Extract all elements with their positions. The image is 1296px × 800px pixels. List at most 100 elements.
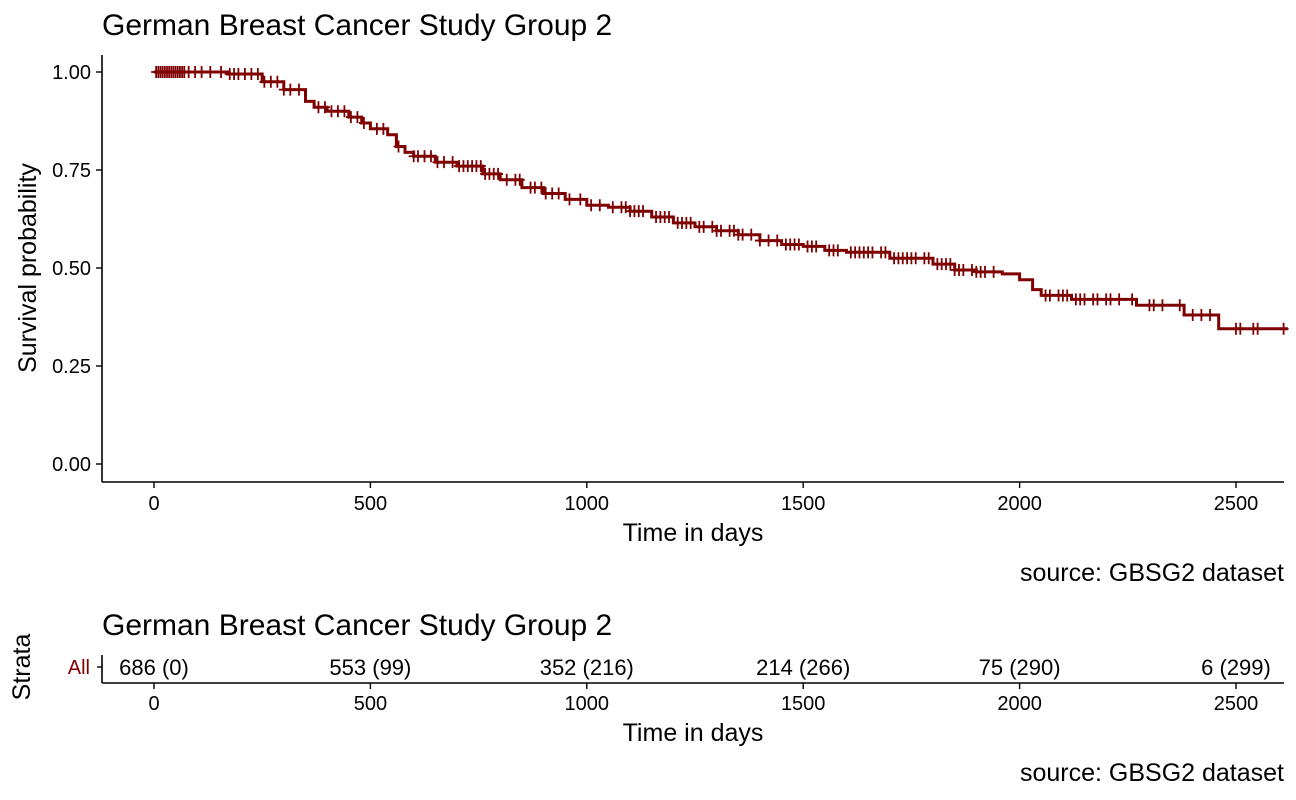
censor-mark	[564, 193, 575, 206]
censor-mark	[945, 258, 956, 271]
y-tick-label: 0.00	[52, 454, 91, 476]
y-axis-title: Survival probability	[14, 163, 42, 373]
censor-mark	[319, 101, 330, 114]
censor-mark	[1235, 322, 1246, 335]
survival-plot-caption: source: GBSG2 dataset	[1020, 559, 1284, 587]
y-tick-label: 0.50	[52, 258, 91, 280]
censor-mark	[378, 122, 389, 135]
censor-mark	[923, 252, 934, 265]
risk-table-cell: 6 (299)	[1201, 655, 1271, 680]
risk-table-y-axis-title: Strata	[8, 634, 36, 701]
censor-mark	[1114, 293, 1125, 306]
censor-mark	[1092, 293, 1103, 306]
x-axis-title: Time in days	[623, 519, 764, 547]
censor-mark	[1062, 289, 1073, 302]
censor-mark	[425, 150, 436, 163]
survival-plot-title: German Breast Cancer Study Group 2	[102, 9, 612, 42]
censor-mark	[272, 75, 283, 88]
censor-mark	[607, 201, 618, 214]
censor-marks-group	[151, 66, 1289, 335]
y-tick-label: 0.25	[52, 356, 91, 378]
risk-table-cell: 75 (290)	[979, 655, 1061, 680]
censor-mark	[358, 116, 369, 129]
risk-x-tick-label: 1000	[565, 693, 610, 715]
censor-mark	[514, 173, 525, 186]
censor-mark	[746, 228, 757, 241]
risk-table-x-axis-title: Time in days	[623, 719, 764, 747]
censor-mark	[715, 224, 726, 237]
censor-mark	[958, 263, 969, 276]
censor-mark	[698, 220, 709, 233]
censor-mark	[1044, 289, 1055, 302]
censor-mark	[352, 111, 363, 124]
risk-table-title: German Breast Cancer Study Group 2	[102, 609, 612, 642]
risk-x-tick-label: 2500	[1214, 693, 1259, 715]
risk-x-tick-label: 2000	[997, 693, 1042, 715]
x-tick-label: 2000	[997, 493, 1042, 515]
x-tick-label: 0	[148, 493, 159, 515]
censor-mark	[536, 181, 547, 194]
censor-mark	[1278, 322, 1289, 335]
risk-table-x-axis-ticks: 0 500 1000 1500 2000 2500	[148, 683, 1258, 715]
censor-mark	[575, 193, 586, 206]
censor-mark	[501, 173, 512, 186]
censor-mark	[594, 199, 605, 212]
risk-x-tick-label: 0	[148, 693, 159, 715]
x-axis-ticks: 0 500 1000 1500 2000 2500	[148, 482, 1258, 515]
risk-x-tick-label: 500	[354, 693, 387, 715]
censor-mark	[1105, 293, 1116, 306]
survival-plot-panel: German Breast Cancer Study Group 2 0.000…	[14, 9, 1289, 587]
strata-label-all: All	[68, 657, 90, 679]
censor-mark	[1196, 309, 1207, 322]
censor-mark	[1174, 299, 1185, 312]
risk-table-cell: 553 (99)	[329, 655, 411, 680]
censor-mark	[553, 187, 564, 200]
censor-mark	[988, 265, 999, 278]
y-tick-label: 1.00	[52, 62, 91, 84]
x-tick-label: 2500	[1214, 493, 1259, 515]
censor-mark	[979, 265, 990, 278]
censor-mark	[772, 234, 783, 247]
censor-mark	[216, 66, 227, 78]
censor-mark	[754, 234, 765, 247]
censor-mark	[447, 156, 458, 169]
censor-mark	[1079, 293, 1090, 306]
censor-mark	[832, 244, 843, 257]
x-tick-label: 1000	[565, 493, 610, 515]
censor-mark	[737, 228, 748, 241]
censor-mark	[638, 205, 649, 218]
censor-mark	[910, 252, 921, 265]
risk-table-panel: German Breast Cancer Study Group 2 All S…	[8, 609, 1284, 787]
censor-mark	[393, 140, 404, 153]
censor-mark	[880, 246, 891, 259]
censor-mark	[252, 67, 263, 80]
censor-mark	[793, 238, 804, 251]
censor-mark	[966, 263, 977, 276]
risk-table-caption: source: GBSG2 dataset	[1020, 759, 1284, 787]
censor-mark	[763, 234, 774, 247]
censor-mark	[493, 167, 504, 180]
censor-mark	[1127, 293, 1138, 306]
risk-table-values: 686 (0) 553 (99) 352 (216) 214 (266) 75 (290…	[119, 655, 1271, 680]
risk-table-cell: 686 (0)	[119, 655, 189, 680]
censor-mark	[438, 156, 449, 169]
risk-table-cell: 352 (216)	[540, 655, 634, 680]
y-axis-ticks: 0.00 0.25 0.50 0.75 1.00	[52, 62, 102, 476]
censor-mark	[1187, 309, 1198, 322]
censor-mark	[339, 105, 350, 118]
risk-x-tick-label: 1500	[781, 693, 826, 715]
censor-mark	[285, 83, 296, 96]
censor-mark	[1205, 309, 1216, 322]
censor-mark	[586, 199, 597, 212]
censor-mark	[205, 66, 216, 78]
censor-mark	[196, 66, 207, 78]
censor-mark	[293, 83, 304, 96]
y-tick-label: 0.75	[52, 160, 91, 182]
x-tick-label: 500	[354, 493, 387, 515]
censor-mark	[811, 240, 822, 253]
censor-mark	[475, 160, 486, 173]
x-tick-label: 1500	[781, 493, 826, 515]
censor-mark	[867, 246, 878, 259]
